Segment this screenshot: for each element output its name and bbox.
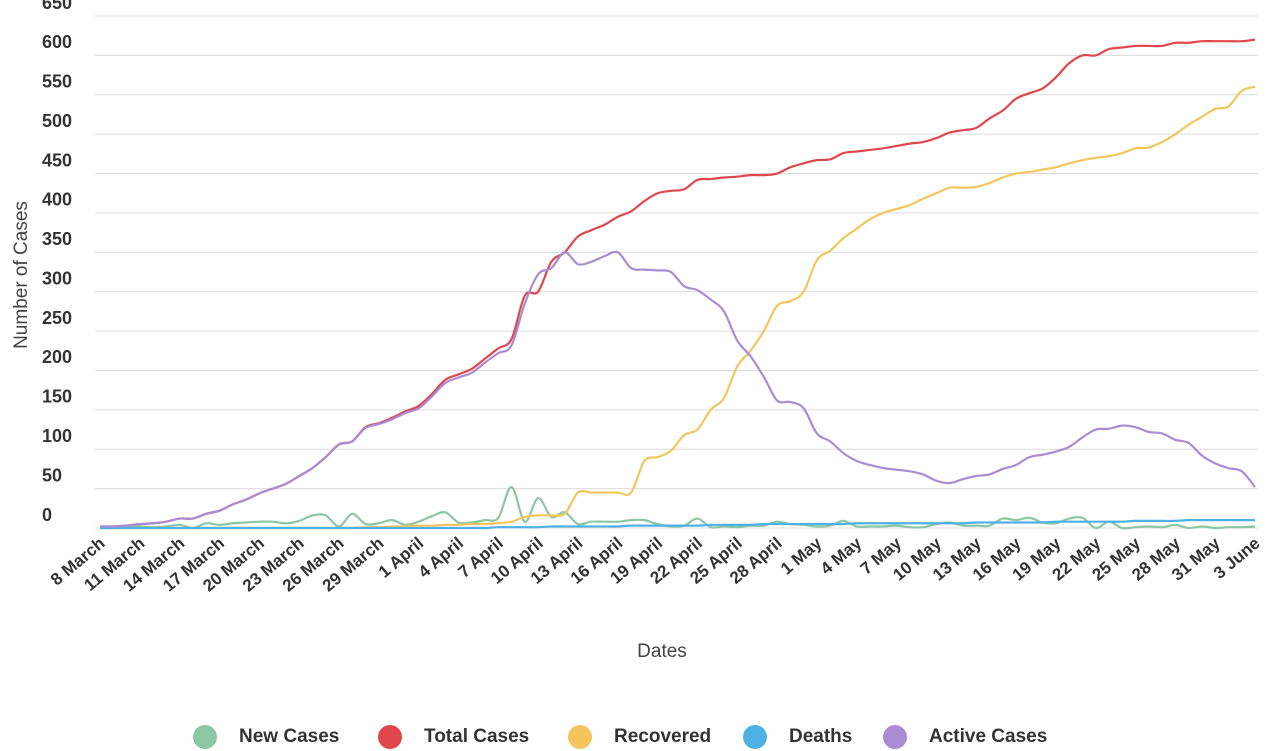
y-tick-label: 550 — [42, 72, 72, 92]
line-series — [100, 85, 1256, 530]
legend-marker — [883, 725, 907, 749]
y-tick-label: 300 — [42, 268, 72, 288]
legend-marker — [743, 725, 767, 749]
y-tick-label: 650 — [42, 0, 72, 13]
x-tick-label: 1 May — [777, 533, 826, 578]
y-tick-label: 600 — [42, 32, 72, 52]
y-tick-label: 0 — [42, 505, 52, 525]
y-axis-label: Number of Cases — [11, 201, 32, 349]
x-tick-label: 4 April — [415, 534, 467, 582]
y-tick-label: 350 — [42, 229, 72, 249]
x-axis-label: Dates — [637, 641, 687, 662]
y-tick-label: 50 — [42, 465, 62, 485]
legend-label: Total Cases — [424, 726, 529, 747]
legend-label: Recovered — [614, 726, 711, 747]
y-tick-label: 200 — [42, 347, 72, 367]
y-tick-label: 100 — [42, 426, 72, 446]
y-tick-label: 400 — [42, 190, 72, 210]
y-tick-label: 450 — [42, 150, 72, 170]
line-series — [99, 250, 1256, 528]
line-series — [99, 38, 1256, 528]
legend-marker — [568, 725, 592, 749]
x-tick-label: 3 June — [1210, 534, 1263, 583]
legend-label: Deaths — [789, 726, 852, 747]
legend-label: Active Cases — [929, 726, 1047, 747]
x-tick-label: 1 April — [375, 534, 427, 582]
y-tick-label: 500 — [42, 111, 72, 131]
y-tick-label: 250 — [42, 308, 72, 328]
legend-marker — [378, 725, 402, 749]
legend-marker — [193, 725, 217, 749]
line-series — [100, 518, 1255, 530]
y-tick-label: 150 — [42, 387, 72, 407]
legend-label: New Cases — [239, 726, 339, 747]
x-tick-label: 4 May — [817, 533, 866, 578]
